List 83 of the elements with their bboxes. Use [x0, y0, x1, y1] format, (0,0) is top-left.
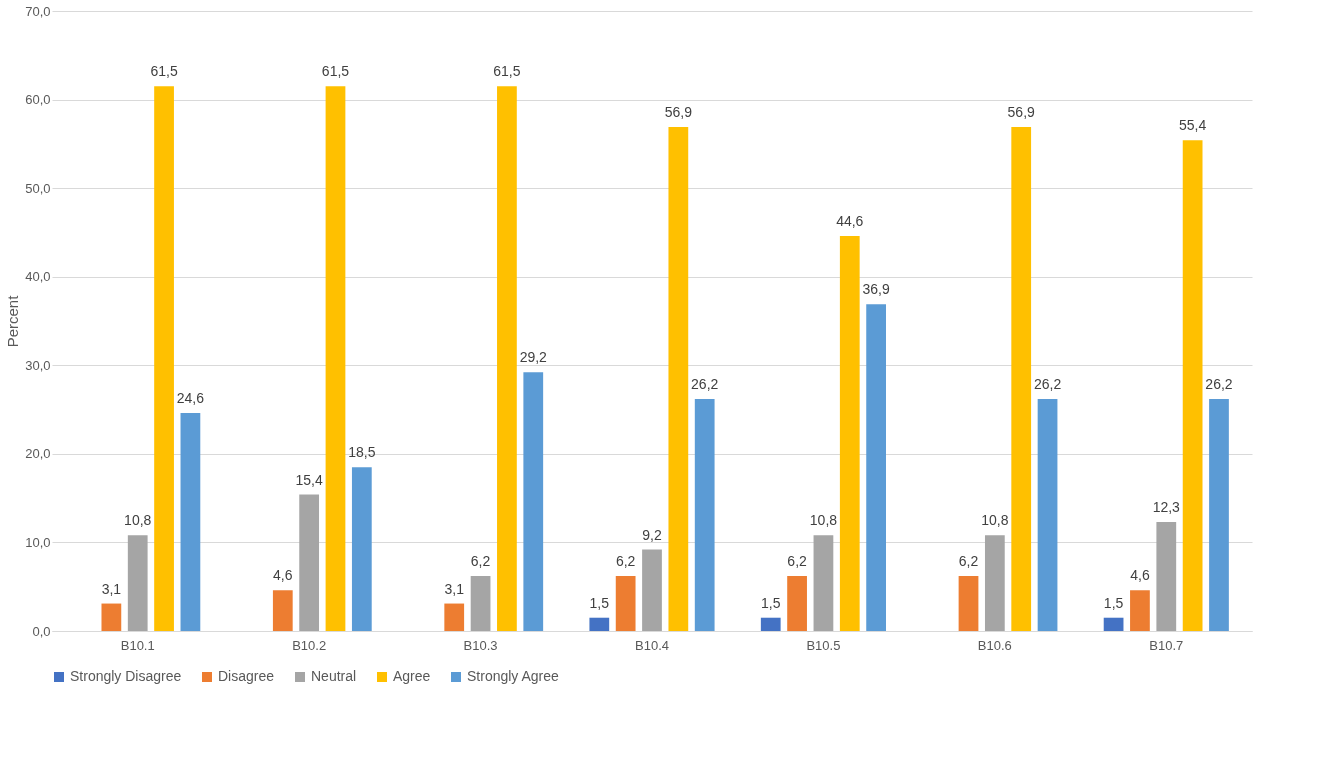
- bar: [444, 603, 465, 631]
- data-label: 61,5: [493, 63, 521, 80]
- data-label: 26,2: [691, 375, 719, 392]
- y-tick-label: 0,0: [32, 623, 51, 639]
- bar: [589, 617, 610, 631]
- bar: [1130, 590, 1150, 631]
- data-label: 10,8: [981, 512, 1009, 529]
- bar: [1103, 617, 1124, 631]
- bar: [1037, 398, 1058, 631]
- bar: [984, 535, 1005, 631]
- y-tick-label: 30,0: [25, 357, 51, 373]
- data-label: 9,2: [642, 526, 662, 543]
- data-label: 44,6: [836, 212, 864, 229]
- bar: [813, 535, 834, 631]
- data-label: 26,2: [1033, 375, 1062, 392]
- y-axis-title: Percent: [4, 294, 22, 348]
- y-tick-label: 50,0: [25, 180, 51, 196]
- data-label: 26,2: [1205, 375, 1233, 392]
- data-label: 56,9: [1007, 104, 1036, 121]
- bar: [668, 127, 689, 631]
- data-label: 6,2: [470, 553, 491, 570]
- data-label: 6,2: [615, 553, 636, 570]
- data-label: 24,6: [176, 390, 205, 407]
- y-tick-label: 10,0: [25, 534, 51, 550]
- bar: [101, 603, 122, 631]
- legend-label: Disagree: [218, 668, 275, 684]
- bar: [470, 576, 491, 631]
- data-label: 4,6: [1130, 567, 1150, 584]
- data-label: 6,2: [787, 553, 808, 570]
- data-label: 55,4: [1179, 117, 1207, 134]
- bar: [180, 413, 201, 631]
- legend-label: Strongly Disagree: [70, 668, 182, 684]
- bar: [839, 235, 860, 631]
- data-label: 10,8: [809, 512, 838, 529]
- bar: [1182, 140, 1203, 631]
- bar: [127, 535, 148, 631]
- legend-label: Agree: [393, 668, 431, 684]
- data-label: 3,1: [101, 580, 122, 597]
- data-label: 4,6: [273, 567, 293, 584]
- bar: [272, 590, 293, 631]
- data-label: 61,5: [321, 63, 350, 80]
- bar: [760, 617, 781, 631]
- data-label: 10,8: [124, 512, 152, 529]
- bar: [299, 494, 320, 631]
- bar: [615, 576, 636, 631]
- data-label: 29,2: [519, 349, 548, 366]
- x-tick-label: B10.1: [120, 637, 155, 653]
- data-label: 61,5: [150, 63, 178, 80]
- data-label: 1,5: [589, 594, 610, 611]
- bar: [325, 86, 346, 631]
- data-label: 6,2: [958, 553, 979, 570]
- x-tick-label: B10.2: [292, 637, 327, 653]
- bar: [1209, 398, 1229, 631]
- data-label: 1,5: [761, 594, 781, 611]
- bar: [866, 304, 886, 631]
- data-label: 1,5: [1103, 594, 1124, 611]
- bar: [497, 86, 517, 631]
- data-label: 15,4: [295, 471, 323, 488]
- data-label: 18,5: [348, 444, 376, 461]
- y-tick-label: 20,0: [25, 446, 51, 462]
- data-label: 36,9: [862, 281, 890, 298]
- x-tick-label: B10.6: [977, 637, 1012, 653]
- x-tick-label: B10.5: [806, 637, 841, 653]
- bar: [642, 549, 662, 631]
- data-label: 12,3: [1152, 499, 1181, 516]
- bar: [154, 86, 174, 631]
- x-tick-label: B10.3: [463, 637, 498, 653]
- y-tick-label: 40,0: [25, 269, 51, 285]
- bar: [1011, 127, 1032, 631]
- bar: [787, 576, 807, 631]
- bar: [1156, 522, 1177, 631]
- x-tick-label: B10.7: [1149, 637, 1184, 653]
- y-tick-label: 70,0: [25, 3, 51, 19]
- data-label: 56,9: [664, 104, 693, 121]
- bar: [958, 576, 979, 631]
- legend-label: Neutral: [311, 668, 357, 684]
- legend-label: Strongly Agree: [467, 668, 560, 684]
- bar: [351, 467, 372, 631]
- bar: [523, 372, 544, 631]
- y-tick-label: 60,0: [25, 92, 51, 108]
- x-tick-label: B10.4: [635, 637, 669, 653]
- data-label: 3,1: [444, 580, 465, 597]
- bar: [694, 398, 715, 631]
